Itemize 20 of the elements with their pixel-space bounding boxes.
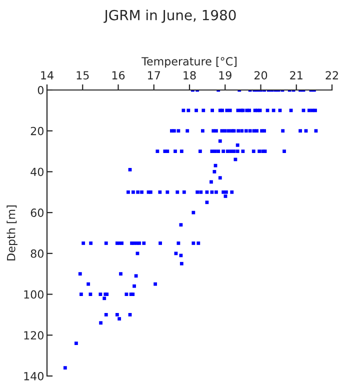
x-tick-label: 14: [41, 71, 54, 80]
y-tick-label: 120: [24, 331, 44, 340]
y-tick-label: 60: [30, 208, 44, 217]
y-tick-label: 100: [24, 290, 44, 299]
y-tick-label: 80: [30, 249, 44, 258]
x-tick-label: 22: [326, 71, 338, 80]
y-tick-label: 40: [30, 168, 44, 176]
x-tick-label: 20: [254, 71, 268, 80]
x-axis-title: Temperature [°C]: [142, 56, 236, 68]
y-tick-label: 140: [24, 372, 44, 380]
y-tick-label: 20: [30, 126, 44, 136]
x-tick-label: 21: [290, 71, 302, 80]
x-tick-label: 15: [76, 71, 89, 80]
chart-title: JGRM in June, 1980: [104, 10, 236, 23]
y-axis-title: Depth [m]: [6, 206, 18, 260]
y-tick-label: 0: [38, 86, 44, 94]
x-tick-label: 16: [112, 71, 125, 80]
x-tick-label: 19: [219, 71, 232, 80]
x-tick-label: 17: [148, 71, 160, 80]
x-tick-label: 18: [184, 71, 196, 80]
